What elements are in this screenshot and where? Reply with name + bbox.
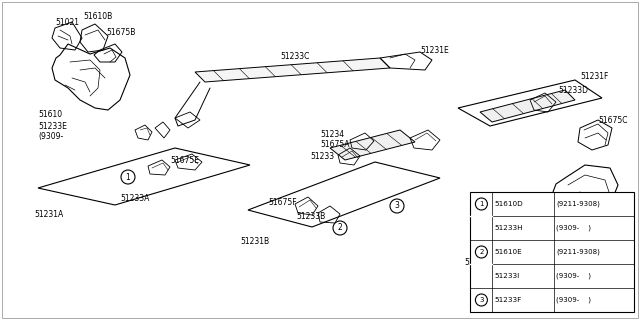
Text: 51610D: 51610D: [494, 201, 523, 207]
Text: 51233D: 51233D: [558, 86, 588, 95]
Text: 51021: 51021: [55, 18, 79, 27]
Text: 51675B: 51675B: [106, 28, 136, 37]
Circle shape: [476, 198, 488, 210]
Polygon shape: [330, 130, 415, 160]
Text: 51675E: 51675E: [170, 156, 199, 165]
Text: 51675A: 51675A: [320, 140, 349, 149]
Text: 51231F: 51231F: [580, 72, 609, 81]
Text: 51610: 51610: [38, 110, 62, 119]
Text: 51675C: 51675C: [598, 116, 627, 125]
Text: 51234: 51234: [320, 130, 344, 139]
Text: (9309-: (9309-: [38, 132, 63, 141]
Polygon shape: [195, 58, 390, 82]
Text: (9309-    ): (9309- ): [556, 297, 591, 303]
Text: 2: 2: [479, 249, 484, 255]
Text: 3: 3: [395, 202, 399, 211]
Text: 3: 3: [479, 297, 484, 303]
Circle shape: [476, 246, 488, 258]
Text: 51233C: 51233C: [280, 52, 309, 61]
Bar: [470, 192, 634, 312]
Text: 51610E: 51610E: [494, 249, 522, 255]
Text: (9211-9308): (9211-9308): [556, 201, 600, 207]
Text: 51233I: 51233I: [494, 273, 520, 279]
Polygon shape: [480, 90, 575, 122]
Text: 51610B: 51610B: [83, 12, 112, 21]
Text: 51021A: 51021A: [560, 238, 589, 247]
Text: 51233F: 51233F: [494, 297, 522, 303]
Text: 51233: 51233: [310, 152, 334, 161]
Circle shape: [121, 170, 135, 184]
Text: 1: 1: [479, 201, 484, 207]
Text: (9309-    ): (9309- ): [556, 225, 591, 231]
Text: 51610C: 51610C: [523, 238, 552, 247]
Text: 51675F: 51675F: [268, 198, 296, 207]
Circle shape: [390, 199, 404, 213]
Text: (9211-9308): (9211-9308): [556, 249, 600, 255]
Text: 51231B: 51231B: [240, 237, 269, 246]
Text: 51233E: 51233E: [38, 122, 67, 131]
Circle shape: [476, 294, 488, 306]
Text: (9309-    ): (9309- ): [556, 273, 591, 279]
Text: 51233A: 51233A: [120, 194, 149, 203]
Text: 51231E: 51231E: [420, 46, 449, 55]
Text: 51233B: 51233B: [296, 212, 325, 221]
Text: 51233H: 51233H: [494, 225, 523, 231]
Circle shape: [333, 221, 347, 235]
Text: 51231A: 51231A: [34, 210, 63, 219]
Text: A511001009: A511001009: [585, 308, 630, 314]
Text: 1: 1: [125, 172, 131, 181]
Text: 51610A: 51610A: [464, 258, 493, 267]
Text: 2: 2: [338, 223, 342, 233]
